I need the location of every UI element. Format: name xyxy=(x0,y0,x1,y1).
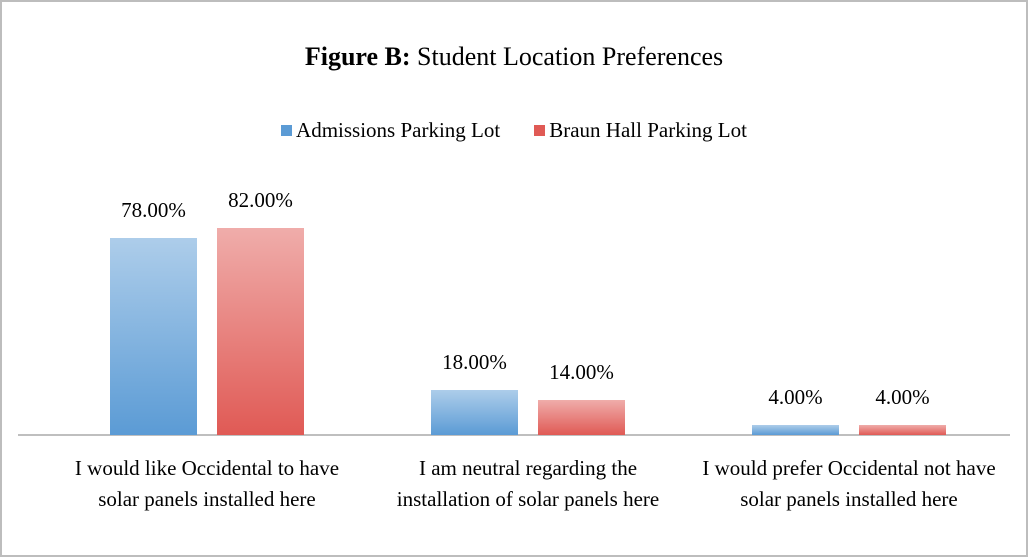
legend-swatch xyxy=(534,125,546,136)
legend-label: Braun Hall Parking Lot xyxy=(549,118,747,142)
chart-title: Figure B: Student Location Preferences xyxy=(2,42,1026,72)
value-label: 82.00% xyxy=(228,187,293,212)
value-label: 14.00% xyxy=(549,359,614,384)
legend-label: Admissions Parking Lot xyxy=(296,118,501,142)
value-label: 4.00% xyxy=(768,384,823,409)
value-label: 4.00% xyxy=(875,384,930,409)
legend-item: Braun Hall Parking Lot xyxy=(534,118,747,143)
bar xyxy=(431,389,518,435)
title-bold: Figure B: xyxy=(304,42,411,71)
x-tick-label: I would like Occidental to have solar pa… xyxy=(74,456,340,511)
title-text: Student Location Preferences xyxy=(417,42,724,71)
bar xyxy=(217,227,304,435)
baseline xyxy=(18,434,1010,436)
bar xyxy=(538,399,625,435)
bar xyxy=(752,424,839,435)
value-label: 78.00% xyxy=(121,197,186,222)
legend: Admissions Parking Lot Braun Hall Parking… xyxy=(2,118,1026,143)
legend-item: Admissions Parking Lot xyxy=(281,118,500,143)
bar xyxy=(110,237,197,435)
bar xyxy=(859,424,946,435)
value-label: 18.00% xyxy=(442,349,507,374)
x-tick-label: I am neutral regarding the installation … xyxy=(396,456,660,511)
legend-swatch xyxy=(281,125,293,136)
x-tick-label: I would prefer Occidental not have solar… xyxy=(702,456,996,511)
